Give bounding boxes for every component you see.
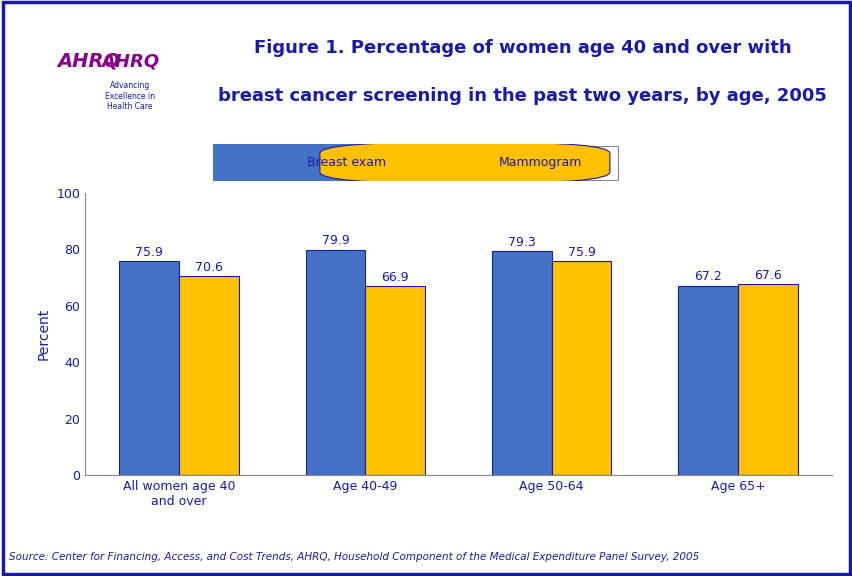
- Text: Advancing
Excellence in
Health Care: Advancing Excellence in Health Care: [60, 81, 117, 111]
- Text: Breast exam: Breast exam: [307, 156, 386, 169]
- Bar: [677, 286, 737, 475]
- Text: 66.9: 66.9: [381, 271, 408, 284]
- Text: Advancing
Excellence in
Health Care: Advancing Excellence in Health Care: [105, 81, 155, 111]
- Text: Mammogram: Mammogram: [498, 156, 582, 169]
- Bar: [365, 286, 424, 475]
- Bar: [492, 251, 551, 475]
- Bar: [119, 261, 179, 475]
- Text: breast cancer screening in the past two years, by age, 2005: breast cancer screening in the past two …: [218, 87, 826, 105]
- Text: 79.9: 79.9: [321, 234, 349, 248]
- Text: 79.3: 79.3: [508, 236, 535, 249]
- Text: 75.9: 75.9: [135, 246, 163, 259]
- FancyBboxPatch shape: [128, 142, 417, 183]
- Text: AHRQ: AHRQ: [101, 52, 158, 70]
- FancyBboxPatch shape: [76, 18, 184, 117]
- Text: Figure 1. Percentage of women age 40 and over with: Figure 1. Percentage of women age 40 and…: [253, 39, 791, 57]
- FancyBboxPatch shape: [234, 146, 618, 180]
- Text: 67.6: 67.6: [753, 269, 781, 282]
- Bar: [551, 261, 611, 475]
- Text: 70.6: 70.6: [194, 261, 222, 274]
- Text: 75.9: 75.9: [567, 246, 595, 259]
- Text: AHRQ: AHRQ: [57, 52, 120, 71]
- Bar: [305, 249, 365, 475]
- FancyBboxPatch shape: [320, 142, 609, 183]
- Y-axis label: Percent: Percent: [37, 308, 51, 360]
- Text: Source: Center for Financing, Access, and Cost Trends, AHRQ, Household Component: Source: Center for Financing, Access, an…: [9, 552, 698, 562]
- Bar: [737, 285, 797, 475]
- Text: 67.2: 67.2: [694, 270, 722, 283]
- Bar: [179, 276, 239, 475]
